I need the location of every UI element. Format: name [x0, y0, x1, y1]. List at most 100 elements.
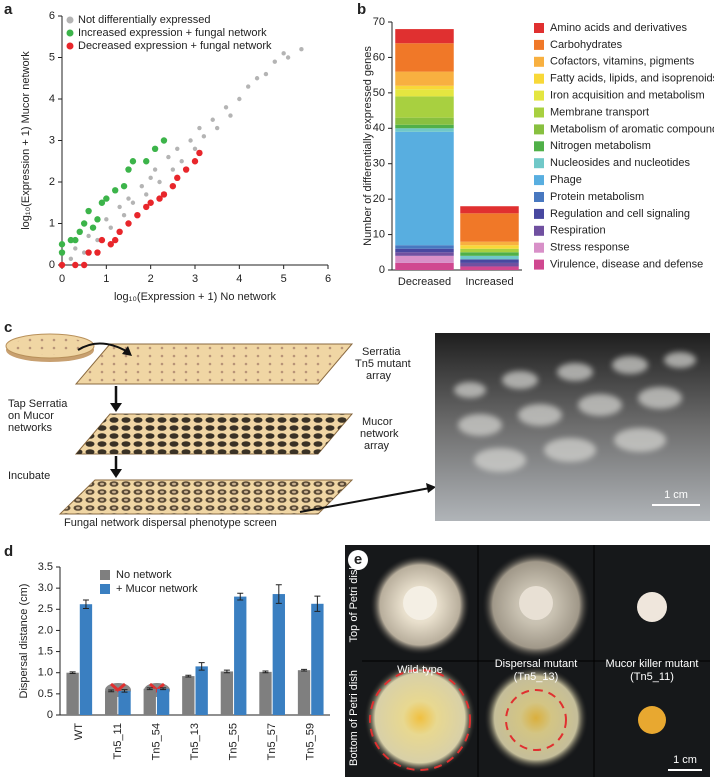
legend-label: Respiration [550, 225, 606, 237]
colony [484, 666, 588, 770]
data-point [188, 138, 193, 143]
data-point [95, 237, 100, 243]
petri-dish [12, 337, 88, 355]
plate-label: array [364, 440, 390, 452]
y-tick-label: 0.5 [38, 688, 53, 700]
data-point [201, 134, 207, 139]
plate-label: Tn5 mutant [355, 358, 411, 370]
arrow [299, 487, 431, 513]
plate-label: Mucor [362, 416, 393, 428]
plate-label: Serratia [362, 346, 401, 358]
data-point [67, 236, 75, 244]
error-bar [275, 584, 282, 604]
data-point [86, 233, 91, 239]
data-point [94, 249, 101, 256]
y-axis-label: Number of differentially expressed genes [362, 46, 374, 246]
data-point [143, 203, 150, 211]
error-bar [146, 687, 153, 691]
legend-label: Nucleosides and nucleotides [550, 157, 691, 169]
data-point [125, 220, 132, 227]
row-label: Bottom of Petri dish [348, 670, 360, 766]
x-tick-label: 1 [103, 273, 109, 285]
data-point [125, 166, 132, 173]
bar-segment [395, 124, 454, 129]
legend-swatch [100, 570, 110, 580]
y-tick-label: 0 [47, 709, 53, 721]
bar-segment [460, 252, 519, 256]
bar-segment [395, 85, 454, 90]
legend-swatch [534, 208, 544, 219]
data-point [169, 182, 177, 190]
legend-swatch [534, 175, 544, 186]
data-point [117, 204, 122, 210]
data-point [160, 137, 168, 144]
data-point [139, 183, 144, 189]
bar-segment [460, 206, 519, 214]
panel-label: a [4, 1, 13, 18]
data-point [285, 55, 291, 60]
photo-grid [345, 545, 710, 777]
legend-swatch [534, 90, 544, 101]
bar-segment [395, 117, 454, 125]
y-tick-label: 1.0 [38, 667, 53, 679]
legend-swatch [534, 192, 544, 202]
y-tick-label: 0 [49, 259, 55, 271]
data-point [121, 213, 127, 218]
data-point [157, 179, 162, 185]
bar-segment [395, 131, 454, 246]
bar-segment [395, 89, 454, 97]
data-point [103, 195, 110, 202]
plate [60, 480, 352, 514]
colony [364, 662, 476, 774]
bar-segment [460, 248, 519, 253]
legend-label: + Mucor network [116, 583, 198, 595]
legend-swatch [534, 225, 544, 236]
x-axis-label: log₁₀(Expression + 1) No network [114, 291, 277, 303]
error-bar [198, 662, 205, 671]
data-point [156, 195, 163, 202]
panel-label: c [4, 319, 12, 336]
bar [297, 670, 311, 715]
data-point [80, 261, 88, 269]
legend-swatch [534, 242, 544, 253]
data-point [196, 149, 203, 157]
data-point [134, 212, 141, 219]
x-tick-label: 6 [325, 273, 331, 285]
bar-segment [395, 248, 454, 253]
y-tick-label: 0 [379, 264, 385, 276]
column-label: (Tn5_11) [630, 671, 674, 683]
bar [195, 666, 208, 715]
data-point [73, 246, 78, 251]
data-point [143, 158, 150, 165]
bar-segment [460, 213, 519, 242]
bar [182, 676, 195, 715]
data-point [147, 199, 154, 206]
y-tick-label: 50 [373, 87, 385, 99]
plate-label: array [366, 370, 392, 382]
data-point [166, 154, 171, 160]
y-tick-label: 60 [373, 51, 385, 63]
error-bar [185, 674, 192, 678]
data-point [174, 174, 181, 182]
legend-label: Phage [550, 174, 582, 186]
y-tick-label: 3.5 [38, 561, 53, 573]
diagram-caption: Fungal network dispersal phenotype scree… [64, 517, 277, 529]
bar-segment [460, 266, 519, 270]
column-label: Wild-type [397, 664, 443, 676]
legend-label: Fatty acids, lipids, and isoprenoids [550, 73, 714, 85]
error-bar [108, 689, 115, 693]
scale-bar-label: 1 cm [673, 754, 697, 766]
legend-label: Iron acquisition and metabolism [550, 90, 705, 102]
bar-segment [460, 245, 519, 249]
bar-segment [460, 255, 519, 260]
data-point [112, 187, 119, 194]
bar-segment [395, 252, 454, 256]
arrow [110, 403, 122, 412]
legend-label: Cofactors, vitamins, pigments [550, 56, 695, 68]
y-tick-label: 20 [373, 193, 385, 205]
dispersal-ring [505, 689, 567, 751]
bar [66, 672, 79, 715]
data-point [72, 261, 79, 269]
y-tick-label: 3.0 [38, 582, 53, 594]
